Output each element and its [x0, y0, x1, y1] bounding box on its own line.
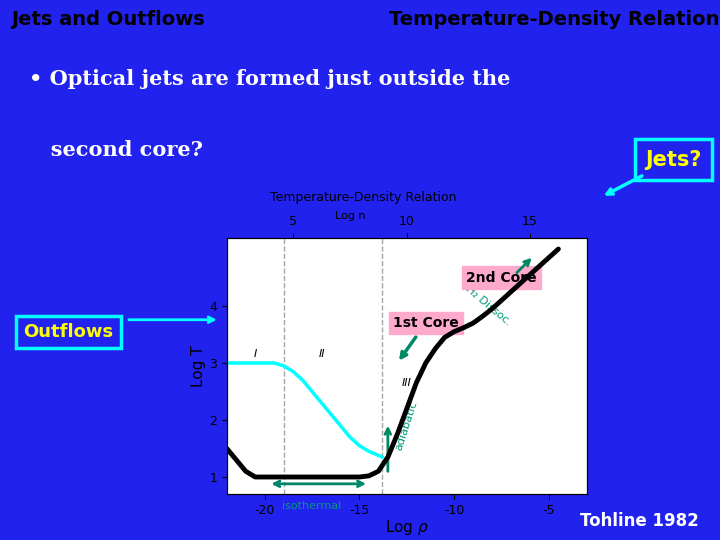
Text: II: II	[318, 349, 325, 359]
Text: 1st Core: 1st Core	[393, 316, 459, 357]
Text: Tohline 1982: Tohline 1982	[580, 512, 698, 530]
Text: Jets?: Jets?	[645, 150, 701, 170]
Text: III: III	[402, 378, 412, 388]
Text: Jets and Outflows: Jets and Outflows	[11, 10, 204, 29]
Text: I: I	[253, 349, 257, 359]
X-axis label: Log $\rho$: Log $\rho$	[385, 518, 428, 537]
Text: adiabatic: adiabatic	[394, 399, 420, 451]
Text: isothermal: isothermal	[282, 501, 342, 511]
Text: Temperature-Density Relation: Temperature-Density Relation	[270, 191, 457, 204]
Text: H₂ Dissoc.: H₂ Dissoc.	[464, 284, 513, 328]
Text: Temperature-Density Relation: Temperature-Density Relation	[389, 10, 720, 29]
Text: second core?: second core?	[29, 139, 203, 159]
Text: Outflows: Outflows	[23, 323, 114, 341]
Y-axis label: Log T: Log T	[192, 345, 207, 387]
Text: • Optical jets are formed just outside the: • Optical jets are formed just outside t…	[29, 70, 510, 90]
Text: Log n: Log n	[335, 211, 365, 221]
Text: 2nd Core: 2nd Core	[467, 271, 537, 285]
